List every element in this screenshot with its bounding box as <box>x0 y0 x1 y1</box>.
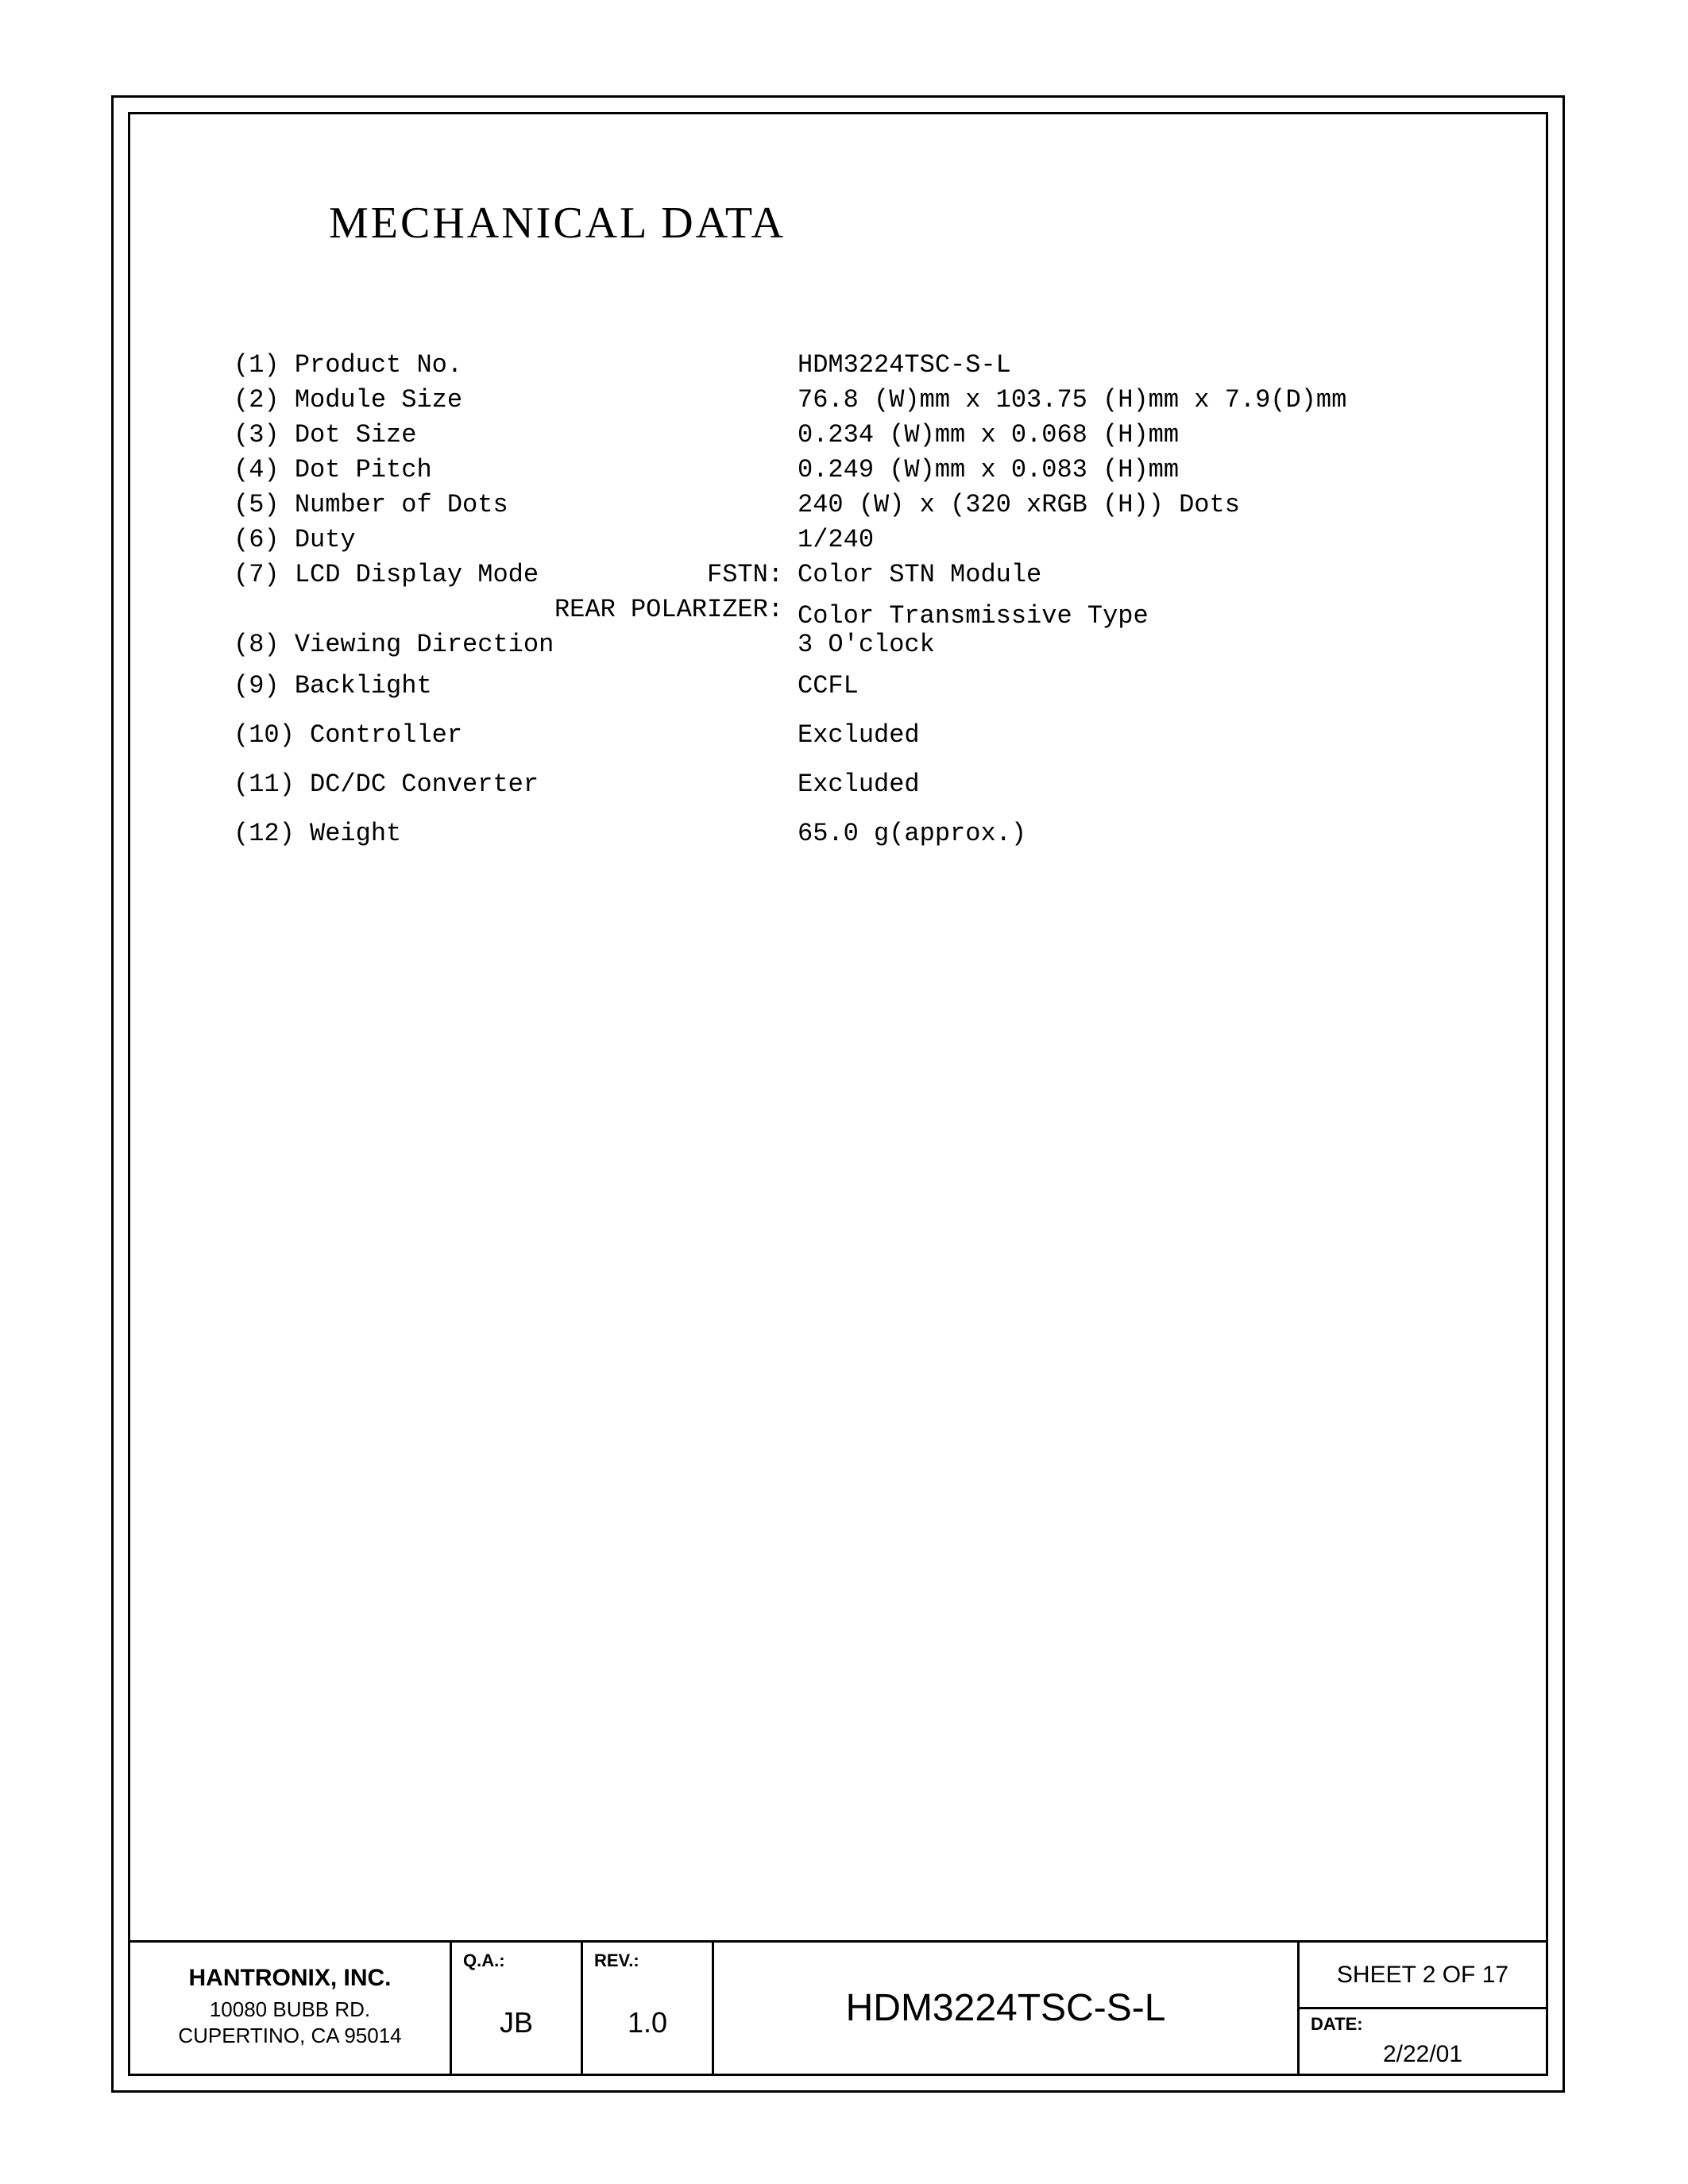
spec-value: HDM3224TSC-S-L <box>798 353 1465 378</box>
spec-row: REAR POLARIZER: Color Transmissive Type <box>234 597 1465 632</box>
spec-row: (8) Viewing Direction 3 O'clock <box>234 632 1465 673</box>
spec-value: Color Transmissive Type <box>798 604 1465 629</box>
spec-row: (1) Product No. HDM3224TSC-S-L <box>234 353 1465 388</box>
spec-value: 76.8 (W)mm x 103.75 (H)mm x 7.9(D)mm <box>798 388 1465 413</box>
spec-label: (2) Module Size <box>234 388 462 413</box>
spec-label-col: (4) Dot Pitch <box>234 457 798 483</box>
spec-sublabel: REAR POLARIZER: <box>554 597 783 623</box>
spec-row: (7) LCD Display Mode FSTN: Color STN Modul… <box>234 562 1465 597</box>
spec-value: 1/240 <box>798 527 1465 553</box>
spec-value: CCFL <box>798 673 1465 699</box>
spec-label-col: (9) Backlight <box>234 673 798 699</box>
spec-label: (9) Backlight <box>234 673 432 699</box>
date-value: 2/22/01 <box>1300 2035 1546 2074</box>
title-block: HANTRONIX, INC. 10080 BUBB RD. CUPERTINO… <box>130 1940 1546 2074</box>
title-block-date: DATE: 2/22/01 <box>1300 2009 1546 2074</box>
company-addr1: 10080 BUBB RD. <box>210 1997 370 2023</box>
rev-label: REV.: <box>583 1943 639 1971</box>
spec-label-col: (11) DC/DC Converter <box>234 772 798 797</box>
spec-value: 0.249 (W)mm x 0.083 (H)mm <box>798 457 1465 483</box>
spec-value: 3 O'clock <box>798 632 1465 658</box>
spec-label: (5) Number of Dots <box>234 492 508 518</box>
page-outer-border: MECHANICAL DATA (1) Product No. HDM3224TS… <box>111 95 1565 2093</box>
qa-value: JB <box>500 1971 533 2074</box>
title-block-company: HANTRONIX, INC. 10080 BUBB RD. CUPERTINO… <box>130 1943 452 2074</box>
spec-label-col: (8) Viewing Direction <box>234 632 798 658</box>
spec-label-col: (12) Weight <box>234 821 798 847</box>
spec-value: Excluded <box>798 723 1465 748</box>
qa-label: Q.A.: <box>452 1943 505 1971</box>
spec-value: 240 (W) x (320 xRGB (H)) Dots <box>798 492 1465 518</box>
spec-label-col: (7) LCD Display Mode FSTN: <box>234 562 798 588</box>
spec-label: (11) DC/DC Converter <box>234 772 539 797</box>
spec-label-col: (5) Number of Dots <box>234 492 798 518</box>
spec-row: (4) Dot Pitch 0.249 (W)mm x 0.083 (H)mm <box>234 457 1465 492</box>
spec-label: (3) Dot Size <box>234 423 416 448</box>
spec-row: (2) Module Size 76.8 (W)mm x 103.75 (H)mm… <box>234 388 1465 423</box>
spec-label: (12) Weight <box>234 821 401 847</box>
spec-row: (10) Controller Excluded <box>234 723 1465 772</box>
spec-label: (10) Controller <box>234 723 462 748</box>
spec-label-col: REAR POLARIZER: <box>234 597 798 623</box>
spec-label-col: (1) Product No. <box>234 353 798 378</box>
date-label: DATE: <box>1300 2009 1363 2035</box>
spec-label: (7) LCD Display Mode <box>234 562 539 588</box>
page-inner-border: MECHANICAL DATA (1) Product No. HDM3224TS… <box>128 112 1548 2076</box>
spec-label-col: (2) Module Size <box>234 388 798 413</box>
spec-sublabel: FSTN: <box>707 562 783 588</box>
spec-label: (4) Dot Pitch <box>234 457 432 483</box>
spec-value: 0.234 (W)mm x 0.068 (H)mm <box>798 423 1465 448</box>
spec-label-col: (10) Controller <box>234 723 798 748</box>
rev-value: 1.0 <box>628 1971 667 2074</box>
title-block-part: HDM3224TSC-S-L <box>714 1943 1300 2074</box>
spec-list: (1) Product No. HDM3224TSC-S-L (2) Module … <box>234 353 1465 870</box>
spec-row: (9) Backlight CCFL <box>234 673 1465 723</box>
spec-row: (12) Weight 65.0 g(approx.) <box>234 821 1465 870</box>
spec-row: (6) Duty 1/240 <box>234 527 1465 562</box>
spec-row: (5) Number of Dots 240 (W) x (320 xRGB (H… <box>234 492 1465 527</box>
spec-label-col: (3) Dot Size <box>234 423 798 448</box>
spec-row: (3) Dot Size 0.234 (W)mm x 0.068 (H)mm <box>234 423 1465 457</box>
title-block-right: SHEET 2 OF 17 DATE: 2/22/01 <box>1300 1943 1546 2074</box>
title-block-qa: Q.A.: JB <box>452 1943 583 2074</box>
page-title: MECHANICAL DATA <box>329 198 786 249</box>
spec-value: 65.0 g(approx.) <box>798 821 1465 847</box>
spec-value: Color STN Module <box>798 562 1465 588</box>
sheet-number: SHEET 2 OF 17 <box>1300 1943 1546 2009</box>
spec-row: (11) DC/DC Converter Excluded <box>234 772 1465 821</box>
spec-value: Excluded <box>798 772 1465 797</box>
title-block-rev: REV.: 1.0 <box>583 1943 714 2074</box>
part-number: HDM3224TSC-S-L <box>846 1986 1166 2030</box>
spec-label-col: (6) Duty <box>234 527 798 553</box>
company-addr2: CUPERTINO, CA 95014 <box>178 2023 401 2049</box>
spec-label: (8) Viewing Direction <box>234 632 554 658</box>
spec-label: (6) Duty <box>234 527 356 553</box>
spec-label: (1) Product No. <box>234 353 462 378</box>
company-name: HANTRONIX, INC. <box>189 1965 392 1992</box>
